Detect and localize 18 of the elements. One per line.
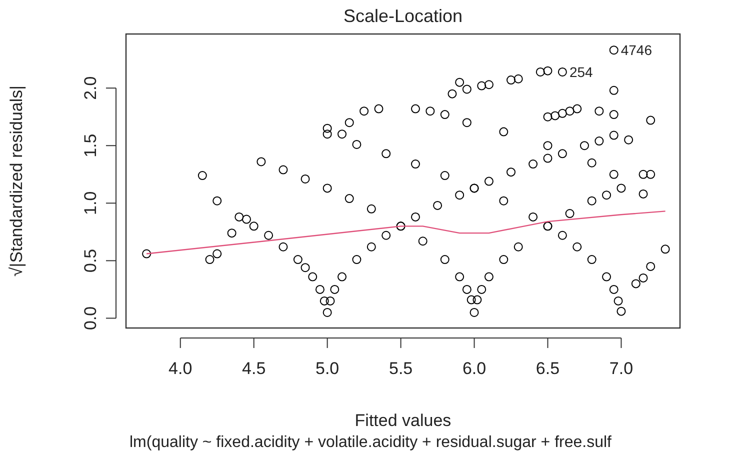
y-axis-title: √|Standardized residuals|	[7, 85, 26, 277]
annotation: 254	[569, 64, 594, 80]
annotation: 4746	[620, 42, 652, 58]
x-tick-label: 6.5	[536, 359, 560, 378]
x-tick-label: 5.0	[316, 359, 340, 378]
chart-title: Scale-Location	[343, 6, 463, 26]
y-tick-label: 0.0	[81, 306, 100, 330]
text: lm(quality ~ fixed.acidity + volatile.acidity + residual.sugar + free.sulf	[129, 434, 612, 451]
x-axis-title: Fitted values	[354, 411, 452, 430]
x-tick-label: 6.0	[462, 359, 486, 378]
x-tick-label: 4.5	[242, 359, 266, 378]
x-tick-label: 5.5	[388, 359, 413, 378]
y-tick-label: 0.5	[81, 248, 100, 273]
y-tick-label: 1.5	[81, 134, 100, 158]
y-tick-label: 1.0	[81, 191, 100, 215]
x-tick-label: 4.0	[168, 359, 192, 378]
x-tick-label: 7.0	[609, 359, 634, 378]
y-tick-label: 2.0	[81, 76, 100, 100]
